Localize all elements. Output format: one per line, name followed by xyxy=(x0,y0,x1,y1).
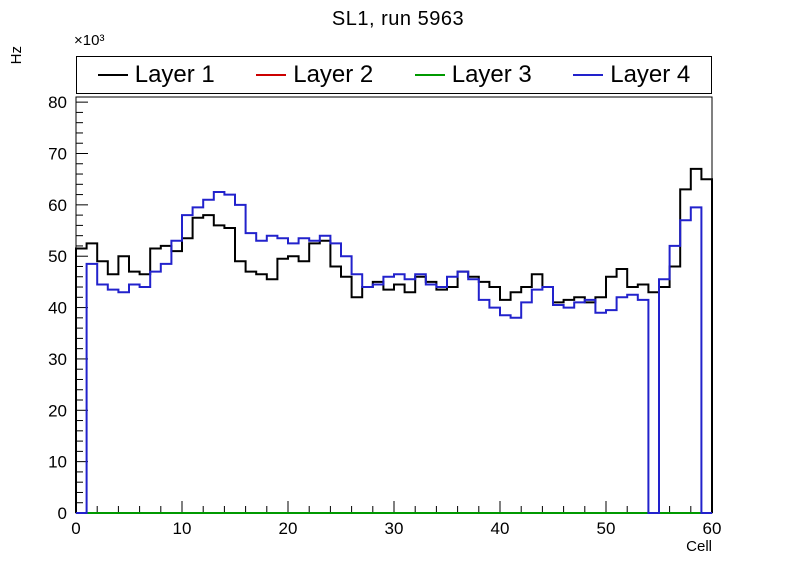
legend-label: Layer 1 xyxy=(134,61,215,88)
y-tick-label: 60 xyxy=(48,196,67,215)
legend: Layer 1 Layer 2 Layer 3 Layer 4 xyxy=(76,56,712,94)
legend-entry-layer-2: Layer 2 xyxy=(256,63,373,87)
legend-line-swatch xyxy=(256,74,287,76)
y-tick-label: 80 xyxy=(48,93,67,112)
x-tick-label: 50 xyxy=(597,519,616,538)
y-tick-label: 10 xyxy=(48,453,67,472)
x-tick-label: 10 xyxy=(173,519,192,538)
y-axis-multiplier: ×10³ xyxy=(74,32,105,49)
legend-label: Layer 2 xyxy=(293,61,374,88)
x-tick-label: 40 xyxy=(491,519,510,538)
legend-label: Layer 3 xyxy=(451,61,532,88)
legend-line-swatch xyxy=(97,74,128,76)
x-tick-label: 20 xyxy=(279,519,298,538)
y-tick-label: 0 xyxy=(58,504,67,523)
x-tick-label: 30 xyxy=(385,519,404,538)
series-layer-1 xyxy=(75,167,713,513)
legend-line-swatch xyxy=(414,74,445,76)
y-tick-label: 70 xyxy=(48,144,67,163)
legend-entry-layer-3: Layer 3 xyxy=(414,61,532,88)
chart-title: SL1, run 5963 xyxy=(331,8,465,30)
legend-entry-layer-4: Layer 4 xyxy=(573,63,690,87)
x-tick-label: 60 xyxy=(703,519,722,538)
y-tick-label: 20 xyxy=(48,401,67,420)
x-axis-title: Cell xyxy=(686,538,712,555)
y-tick-label: 50 xyxy=(48,247,67,266)
y-tick-label: 30 xyxy=(48,350,67,369)
y-tick-label: 40 xyxy=(48,299,67,318)
x-tick-label: 0 xyxy=(71,519,80,538)
legend-entry-layer-1: Layer 1 xyxy=(97,61,215,88)
series-layer-4 xyxy=(76,191,712,514)
legend-label: Layer 4 xyxy=(610,61,691,88)
legend-line-swatch xyxy=(573,74,604,76)
